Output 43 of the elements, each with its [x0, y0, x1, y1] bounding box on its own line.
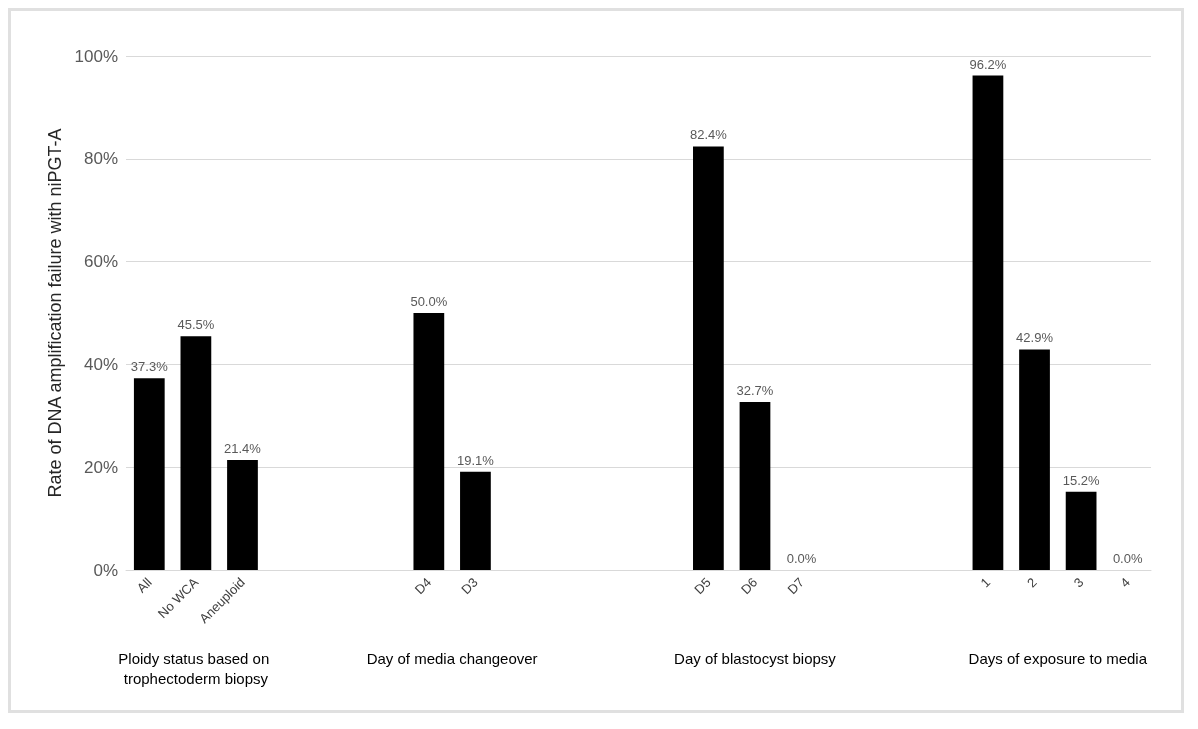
text: Day of media changeover	[366, 649, 538, 667]
bar	[739, 401, 771, 570]
y-tick-label: 0%	[93, 560, 118, 580]
bar	[693, 146, 724, 570]
data-label: 15.2%	[1062, 472, 1100, 488]
text: Ploidy status based on trophectoderm biopsy	[118, 649, 274, 687]
data-label: 42.9%	[1016, 330, 1054, 346]
data-label: 82.4%	[689, 127, 728, 143]
x-tick-label: D6	[737, 574, 761, 598]
x-tick-label: D4	[411, 574, 435, 598]
x-tick-label: D7	[784, 574, 807, 598]
y-axis-title: Rate of DNA amplification failure with niPGT-A	[44, 128, 65, 498]
bar	[227, 460, 258, 570]
bar	[460, 471, 491, 570]
x-tick-label: 1	[977, 574, 994, 591]
text: Days of exposure to media	[968, 649, 1148, 667]
data-label: 0.0%	[1112, 551, 1143, 566]
x-tick-label: D3	[458, 574, 481, 598]
data-label: 32.7%	[736, 382, 774, 398]
text: Day of blastocyst biopsy	[674, 649, 837, 667]
data-label: 37.3%	[130, 359, 169, 375]
y-tick-label: 20%	[83, 457, 118, 477]
bar	[133, 378, 165, 570]
x-tick-label: 2	[1024, 574, 1040, 591]
y-tick-label: 80%	[83, 149, 118, 169]
bar	[413, 313, 445, 570]
y-tick-label: 100%	[74, 46, 118, 66]
x-tick-label: 4	[1117, 574, 1134, 591]
x-tick-label: All	[133, 574, 155, 596]
bar	[1065, 491, 1097, 570]
data-label: 0.0%	[786, 551, 817, 566]
bar	[1019, 349, 1050, 570]
y-tick-label: 40%	[83, 354, 118, 374]
data-label: 50.0%	[410, 294, 448, 309]
y-tick-label: 60%	[83, 252, 118, 272]
data-label: 96.2%	[969, 56, 1007, 72]
data-label: 21.4%	[224, 441, 262, 456]
x-tick-label: 3	[1070, 574, 1087, 591]
bar	[180, 336, 212, 570]
x-tick-label: D5	[691, 574, 714, 598]
data-label: 19.1%	[456, 452, 495, 468]
bar	[972, 75, 1004, 570]
data-label: 45.5%	[177, 317, 215, 333]
